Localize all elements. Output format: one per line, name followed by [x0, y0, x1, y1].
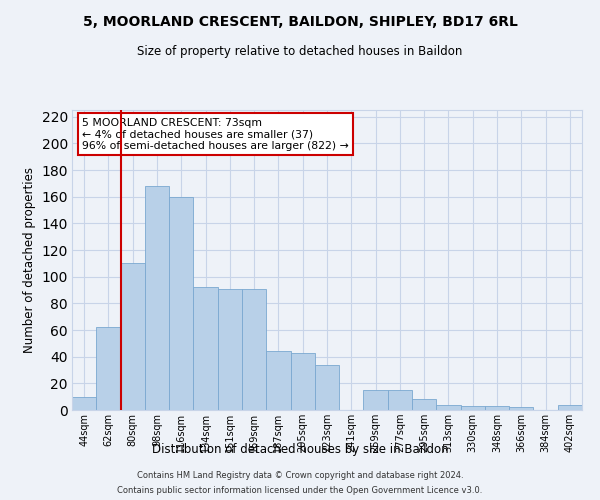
Bar: [315, 364, 339, 410]
Bar: [412, 400, 436, 410]
Bar: [218, 288, 242, 410]
Bar: [509, 408, 533, 410]
Bar: [169, 196, 193, 410]
Text: 5 MOORLAND CRESCENT: 73sqm
← 4% of detached houses are smaller (37)
96% of semi-: 5 MOORLAND CRESCENT: 73sqm ← 4% of detac…: [82, 118, 349, 150]
Bar: [388, 390, 412, 410]
Bar: [145, 186, 169, 410]
Bar: [461, 406, 485, 410]
Text: 5, MOORLAND CRESCENT, BAILDON, SHIPLEY, BD17 6RL: 5, MOORLAND CRESCENT, BAILDON, SHIPLEY, …: [83, 15, 517, 29]
Bar: [290, 352, 315, 410]
Bar: [436, 404, 461, 410]
Bar: [364, 390, 388, 410]
Y-axis label: Number of detached properties: Number of detached properties: [23, 167, 36, 353]
Text: Contains HM Land Registry data © Crown copyright and database right 2024.: Contains HM Land Registry data © Crown c…: [137, 471, 463, 480]
Bar: [72, 396, 96, 410]
Text: Distribution of detached houses by size in Baildon: Distribution of detached houses by size …: [152, 442, 448, 456]
Bar: [121, 264, 145, 410]
Bar: [485, 406, 509, 410]
Bar: [193, 288, 218, 410]
Bar: [266, 352, 290, 410]
Bar: [558, 404, 582, 410]
Bar: [96, 328, 121, 410]
Bar: [242, 288, 266, 410]
Text: Size of property relative to detached houses in Baildon: Size of property relative to detached ho…: [137, 45, 463, 58]
Text: Contains public sector information licensed under the Open Government Licence v3: Contains public sector information licen…: [118, 486, 482, 495]
